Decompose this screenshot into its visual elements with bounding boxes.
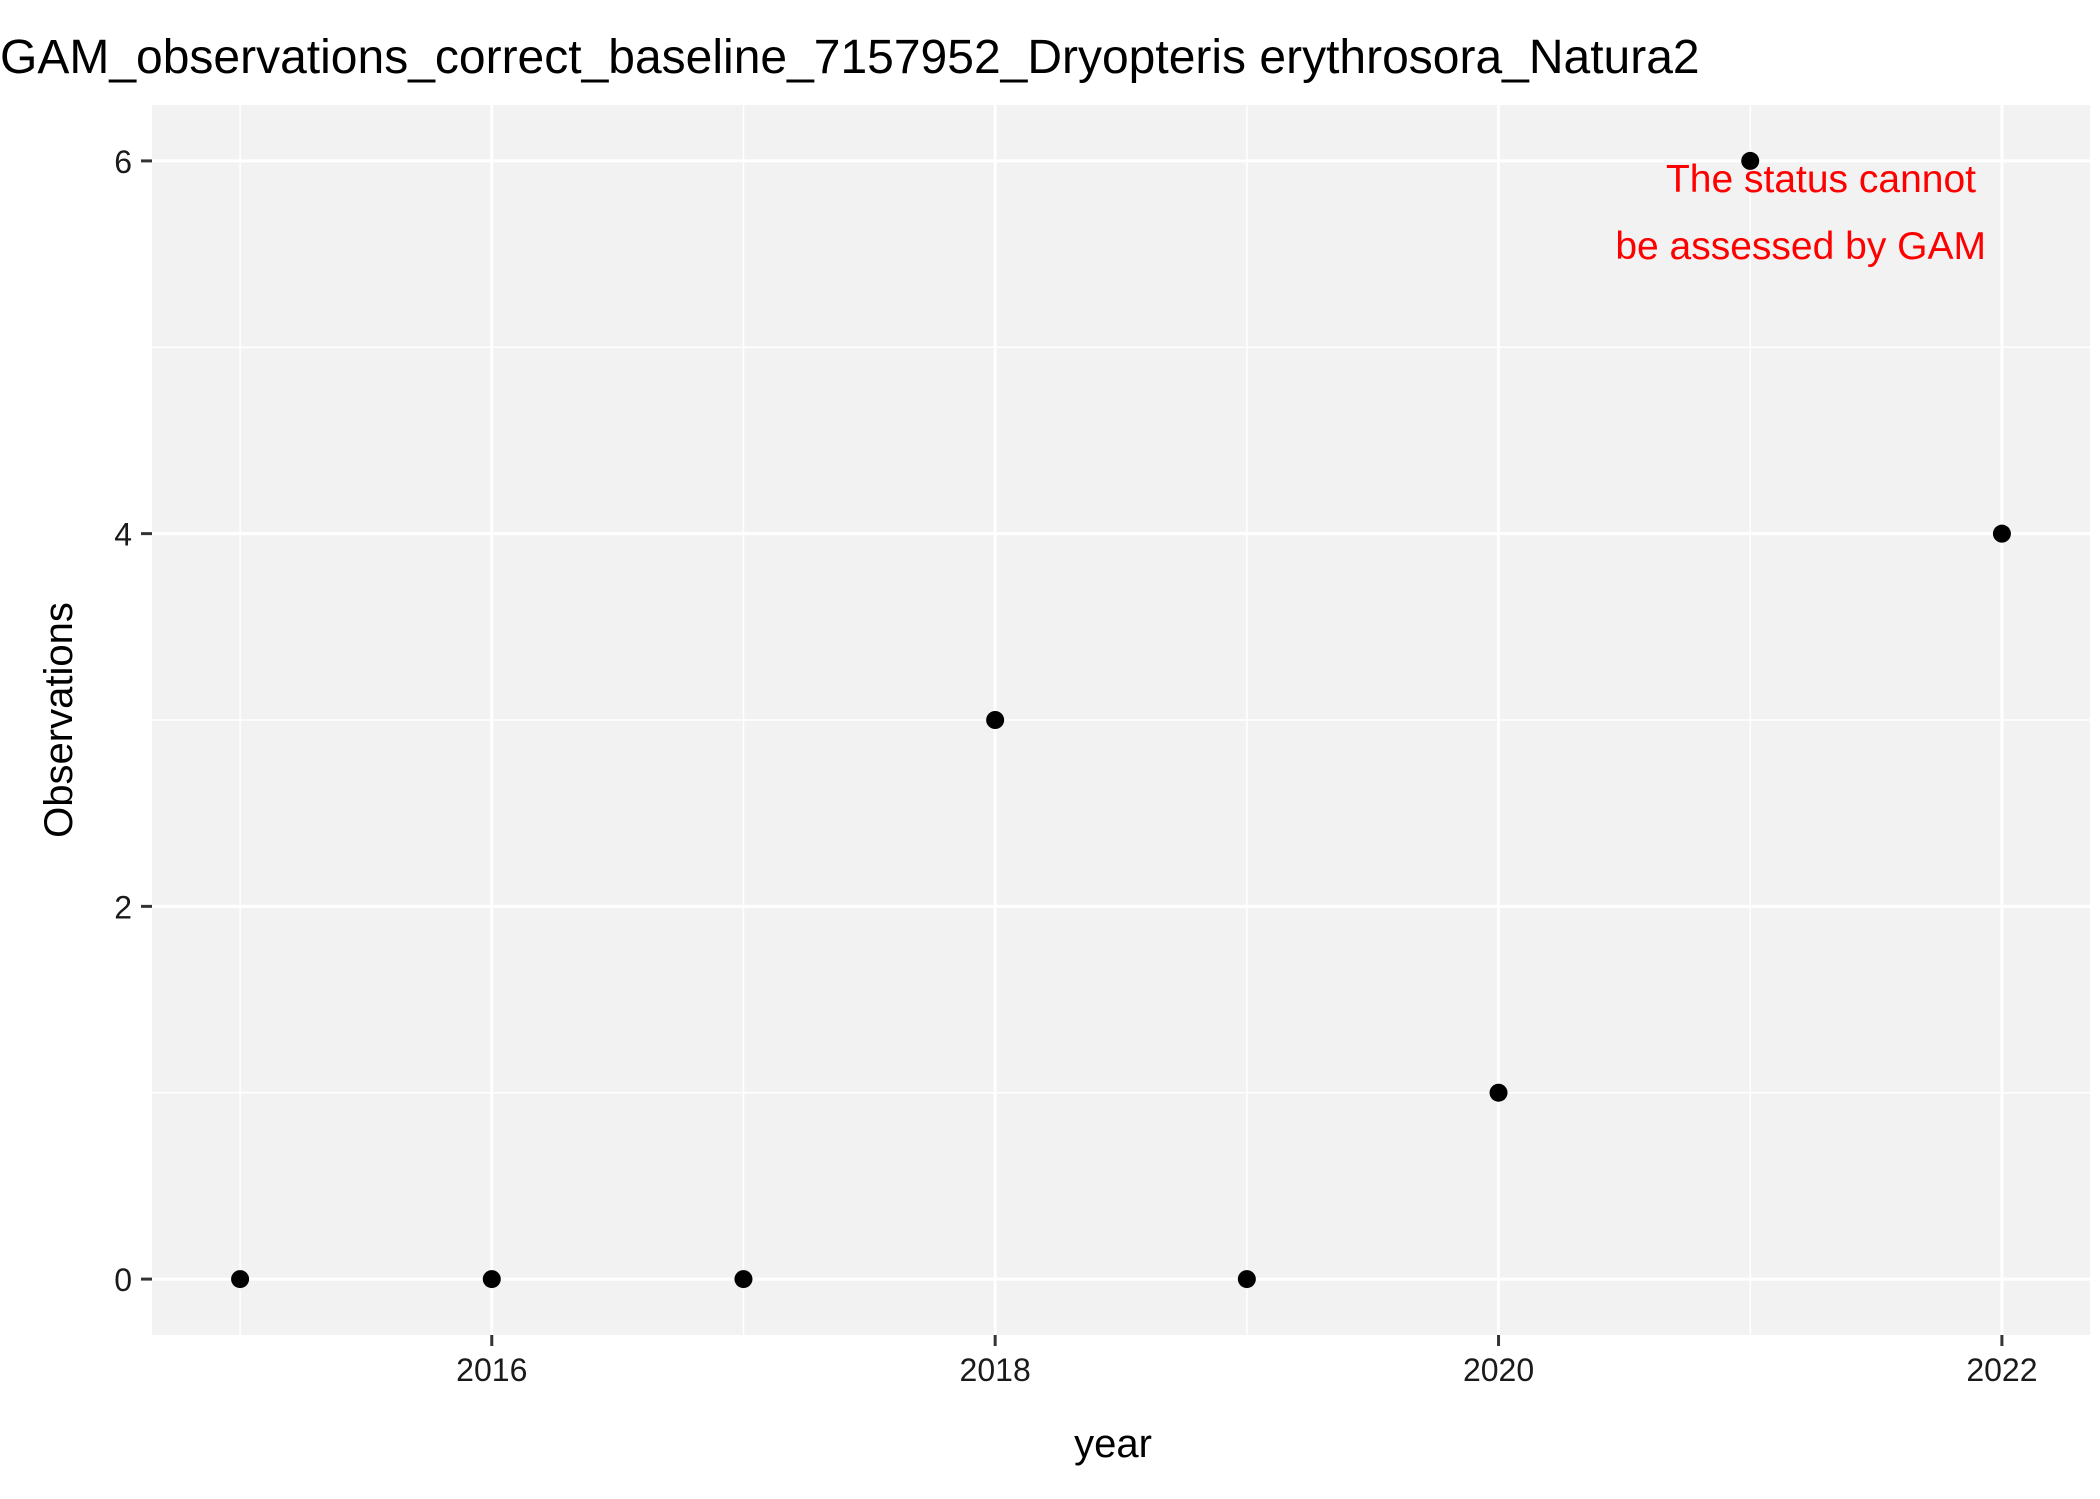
data-point bbox=[482, 1270, 501, 1289]
data-point bbox=[734, 1270, 753, 1289]
data-points bbox=[231, 151, 2011, 1289]
x-axis-title: year bbox=[1074, 1422, 1152, 1466]
data-point bbox=[231, 1270, 250, 1289]
x-tick-label: 2022 bbox=[1966, 1352, 2037, 1388]
y-tick-label: 4 bbox=[114, 517, 132, 553]
data-point bbox=[1489, 1083, 1508, 1102]
y-axis-title: Observations bbox=[37, 602, 81, 838]
x-axis: 2016 2018 2020 2022 bbox=[456, 1335, 2038, 1388]
data-point bbox=[1992, 524, 2011, 543]
y-tick-label: 2 bbox=[114, 889, 132, 925]
y-axis: 0 2 4 6 bbox=[114, 144, 152, 1298]
data-point bbox=[986, 711, 1005, 729]
major-gridlines bbox=[152, 105, 2090, 1335]
data-point bbox=[1237, 1270, 1256, 1289]
chart-title: GAM_observations_correct_baseline_715795… bbox=[0, 31, 1700, 84]
x-tick-label: 2016 bbox=[456, 1352, 527, 1388]
annotation: The status cannot be assessed by GAM bbox=[1615, 158, 1986, 268]
y-tick-label: 6 bbox=[114, 144, 132, 180]
y-tick-label: 0 bbox=[114, 1262, 132, 1298]
x-tick-label: 2020 bbox=[1463, 1352, 1534, 1388]
annotation-line-2: be assessed by GAM bbox=[1615, 225, 1986, 268]
data-point bbox=[1741, 151, 1760, 170]
annotation-line-1: The status cannot bbox=[1666, 158, 1976, 201]
minor-gridlines bbox=[152, 105, 2090, 1335]
x-tick-label: 2018 bbox=[960, 1352, 1031, 1388]
